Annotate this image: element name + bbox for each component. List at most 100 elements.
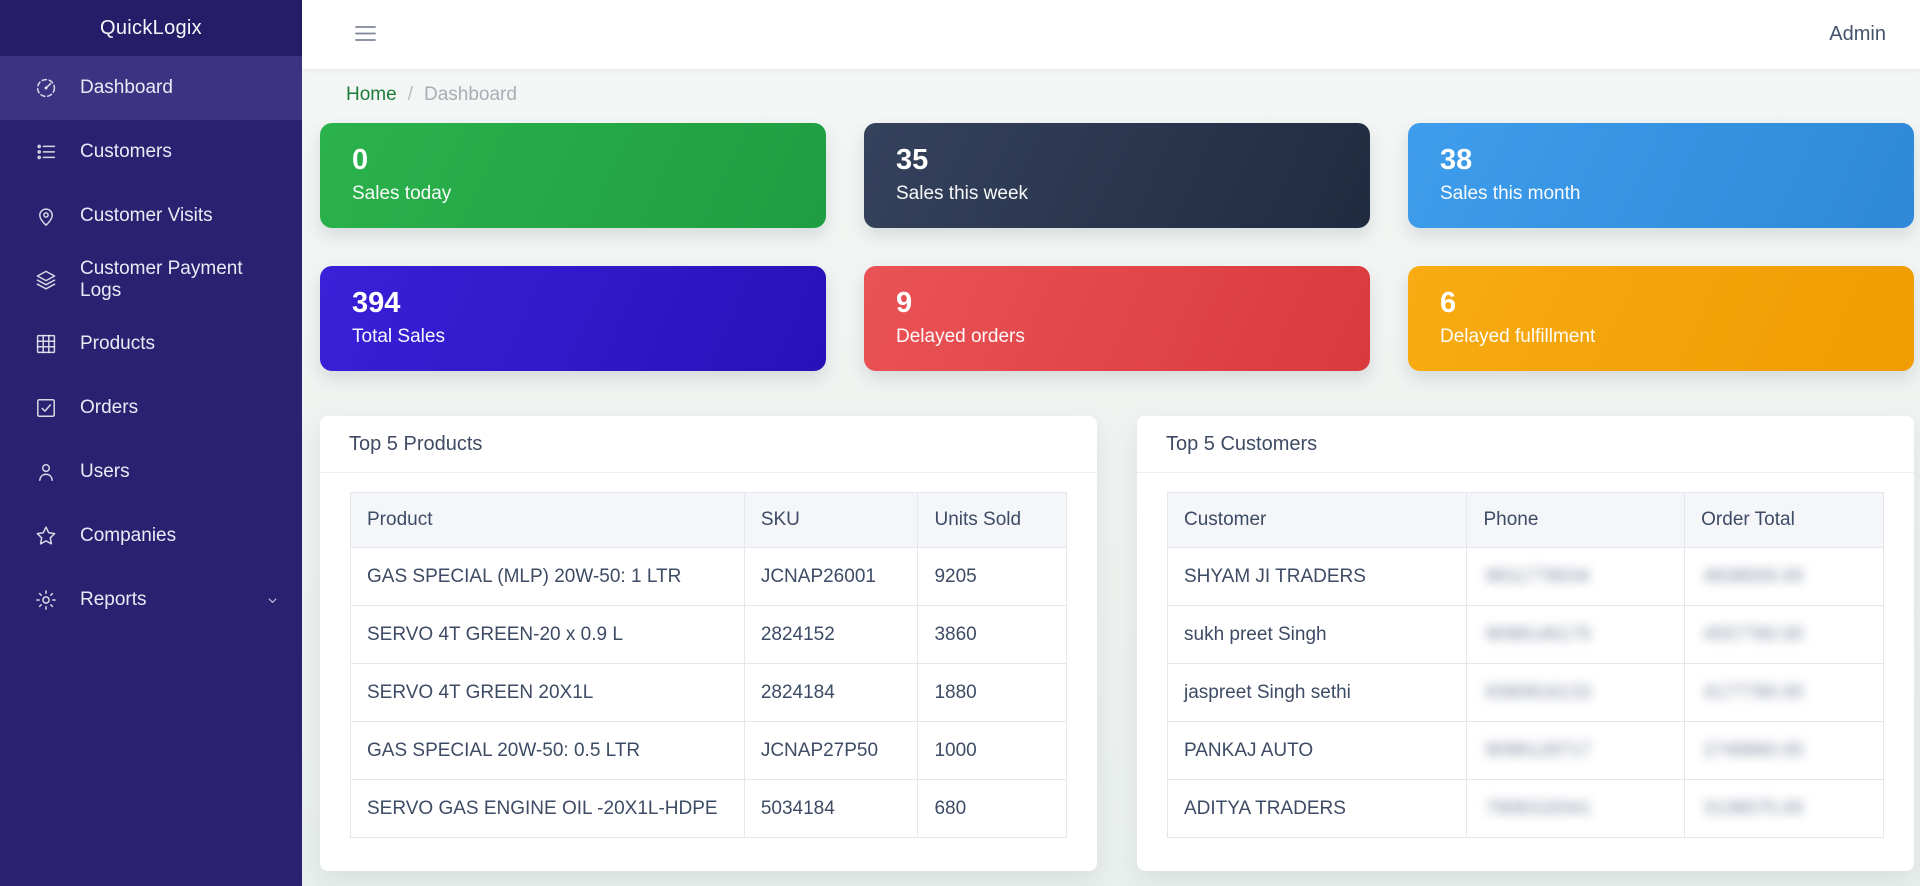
sidebar-item-orders[interactable]: Orders: [0, 376, 302, 440]
column-header: Product: [350, 492, 745, 548]
gear-icon: [34, 588, 58, 612]
redacted-value: 9098146175: [1483, 623, 1594, 645]
sidebar-item-companies[interactable]: Companies: [0, 504, 302, 568]
sidebar-item-label: Dashboard: [80, 77, 173, 98]
redacted-value: 4557760.00: [1701, 623, 1806, 645]
cell-value: sukh preet Singh: [1184, 623, 1327, 645]
content: Home / Dashboard 0 Sales today 35 Sales thi…: [302, 69, 1920, 886]
table-row: jaspreet Singh sethi 8380816133 4177780.00: [1166, 663, 1884, 722]
table-row: GAS SPECIAL 20W-50: 0.5 LTR JCNAP27P50 100…: [350, 721, 1067, 780]
stat-value: 0: [352, 144, 369, 176]
table-row: SERVO GAS ENGINE OIL -20X1L-HDPE 5034184 6…: [350, 779, 1067, 838]
sidebar-item-customers[interactable]: Customers: [0, 120, 302, 184]
stat-value: 38: [1440, 144, 1473, 176]
sales-this-month-card: 38 Sales this month: [1408, 123, 1914, 228]
cell-value: 2824184: [760, 681, 835, 703]
delayed-orders-card: 9 Delayed orders: [864, 266, 1370, 371]
sidebar-item-customer-payment-logs[interactable]: Customer Payment Logs: [0, 248, 302, 312]
cell-value: GAS SPECIAL 20W-50: 0.5 LTR: [367, 739, 641, 761]
cell-value: GAS SPECIAL (MLP) 20W-50: 1 LTR: [367, 565, 682, 587]
sidebar-item-users[interactable]: Users: [0, 440, 302, 504]
menu-toggle-button[interactable]: [348, 16, 383, 54]
cell-value: 9205: [934, 565, 977, 587]
breadcrumb-current: Dashboard: [423, 84, 517, 105]
stat-label: Total Sales: [352, 325, 445, 347]
top-customers-title: Top 5 Customers: [1137, 416, 1914, 473]
products-table: Product SKU Units Sold GAS SPECIAL (MLP) 2…: [350, 492, 1067, 838]
sales-today-card: 0 Sales today: [320, 123, 826, 228]
brand-title: QuickLogix: [0, 0, 302, 56]
breadcrumb: Home / Dashboard: [320, 69, 1914, 123]
user-icon: [34, 460, 58, 484]
redacted-value: 9811778034: [1483, 565, 1592, 587]
gauge-icon: [34, 76, 58, 100]
cell-value: 3860: [934, 623, 977, 645]
customers-table: Customer Phone Order Total SHYAM JI TRADER…: [1166, 492, 1884, 838]
stat-value: 394: [352, 287, 401, 319]
column-header: SKU: [743, 492, 919, 548]
cell-value: 680: [934, 797, 967, 819]
grid-icon: [34, 332, 58, 356]
cell-value: 1000: [934, 739, 977, 761]
table-header-row: Product SKU Units Sold: [350, 492, 1067, 548]
cell-value: ADITYA TRADERS: [1184, 797, 1346, 819]
cell-value: SHYAM JI TRADERS: [1184, 565, 1366, 587]
stat-value: 9: [896, 287, 913, 319]
cell-value: 2824152: [760, 623, 835, 645]
column-header: Units Sold: [917, 492, 1067, 548]
hamburger-icon: [352, 20, 379, 50]
redacted-value: 4838000.00: [1701, 565, 1806, 587]
delayed-fulfillment-card: 6 Delayed fulfillment: [1408, 266, 1914, 371]
stat-label: Sales this month: [1440, 182, 1581, 204]
main-area: Admin Home / Dashboard 0 Sales today 35 Sal…: [302, 0, 1920, 886]
sidebar-item-reports[interactable]: Reports: [0, 568, 302, 632]
sidebar-item-label: Orders: [80, 397, 139, 418]
table-header-row: Customer Phone Order Total: [1166, 492, 1884, 548]
table-row: ADITYA TRADERS 7908318341 3138075.00: [1166, 779, 1884, 838]
cell-value: PANKAJ AUTO: [1184, 739, 1314, 761]
sidebar-item-label: Customers: [80, 141, 172, 162]
cell-value: 1880: [934, 681, 977, 703]
column-header: Phone: [1466, 492, 1686, 548]
table-row: PANKAJ AUTO 9098128717 2748860.00: [1166, 721, 1884, 780]
list-icon: [34, 140, 58, 164]
stat-label: Delayed orders: [896, 325, 1025, 347]
cell-value: SERVO 4T GREEN-20 x 0.9 L: [367, 623, 623, 645]
table-row: GAS SPECIAL (MLP) 20W-50: 1 LTR JCNAP2600…: [350, 547, 1067, 606]
sidebar-item-label: Customer Visits: [80, 205, 213, 226]
top-products-title: Top 5 Products: [320, 416, 1097, 473]
column-header: Order Total: [1684, 492, 1884, 548]
stat-value: 6: [1440, 287, 1457, 319]
stat-label: Delayed fulfillment: [1440, 325, 1596, 347]
top-products-panel: Top 5 Products Product SKU Units Sold GAS …: [320, 416, 1097, 871]
user-menu[interactable]: Admin: [1829, 23, 1886, 45]
redacted-value: 7908318341: [1483, 797, 1594, 819]
sidebar-item-label: Companies: [80, 525, 177, 546]
sidebar-item-dashboard[interactable]: Dashboard: [0, 56, 302, 120]
stat-label: Sales this week: [896, 182, 1029, 204]
stat-value: 35: [896, 144, 929, 176]
stat-label: Sales today: [352, 182, 452, 204]
sidebar-item-label: Products: [80, 333, 155, 354]
redacted-value: 8380816133: [1483, 681, 1594, 703]
cell-value: 5034184: [760, 797, 835, 819]
breadcrumb-home-link[interactable]: Home: [346, 84, 397, 105]
cell-value: JCNAP26001: [760, 565, 876, 587]
map-pin-icon: [34, 204, 58, 228]
table-row: SERVO 4T GREEN-20 x 0.9 L 2824152 3860: [350, 605, 1067, 664]
sidebar-item-label: Users: [80, 461, 130, 482]
total-sales-card: 394 Total Sales: [320, 266, 826, 371]
cell-value: SERVO 4T GREEN 20X1L: [367, 681, 594, 703]
redacted-value: 4177780.00: [1701, 681, 1806, 703]
sidebar: QuickLogix Dashboard Customers Customer Vi…: [0, 0, 302, 886]
sidebar-item-products[interactable]: Products: [0, 312, 302, 376]
sidebar-item-customer-visits[interactable]: Customer Visits: [0, 184, 302, 248]
chevron-down-icon: [265, 593, 280, 608]
stats-grid: 0 Sales today 35 Sales this week 38 Sales thi…: [320, 123, 1914, 371]
table-row: SHYAM JI TRADERS 9811778034 4838000.00: [1166, 547, 1884, 606]
star-icon: [34, 524, 58, 548]
top-customers-panel: Top 5 Customers Customer Phone Order Total…: [1137, 416, 1914, 871]
check-square-icon: [34, 396, 58, 420]
cell-value: JCNAP27P50: [760, 739, 879, 761]
